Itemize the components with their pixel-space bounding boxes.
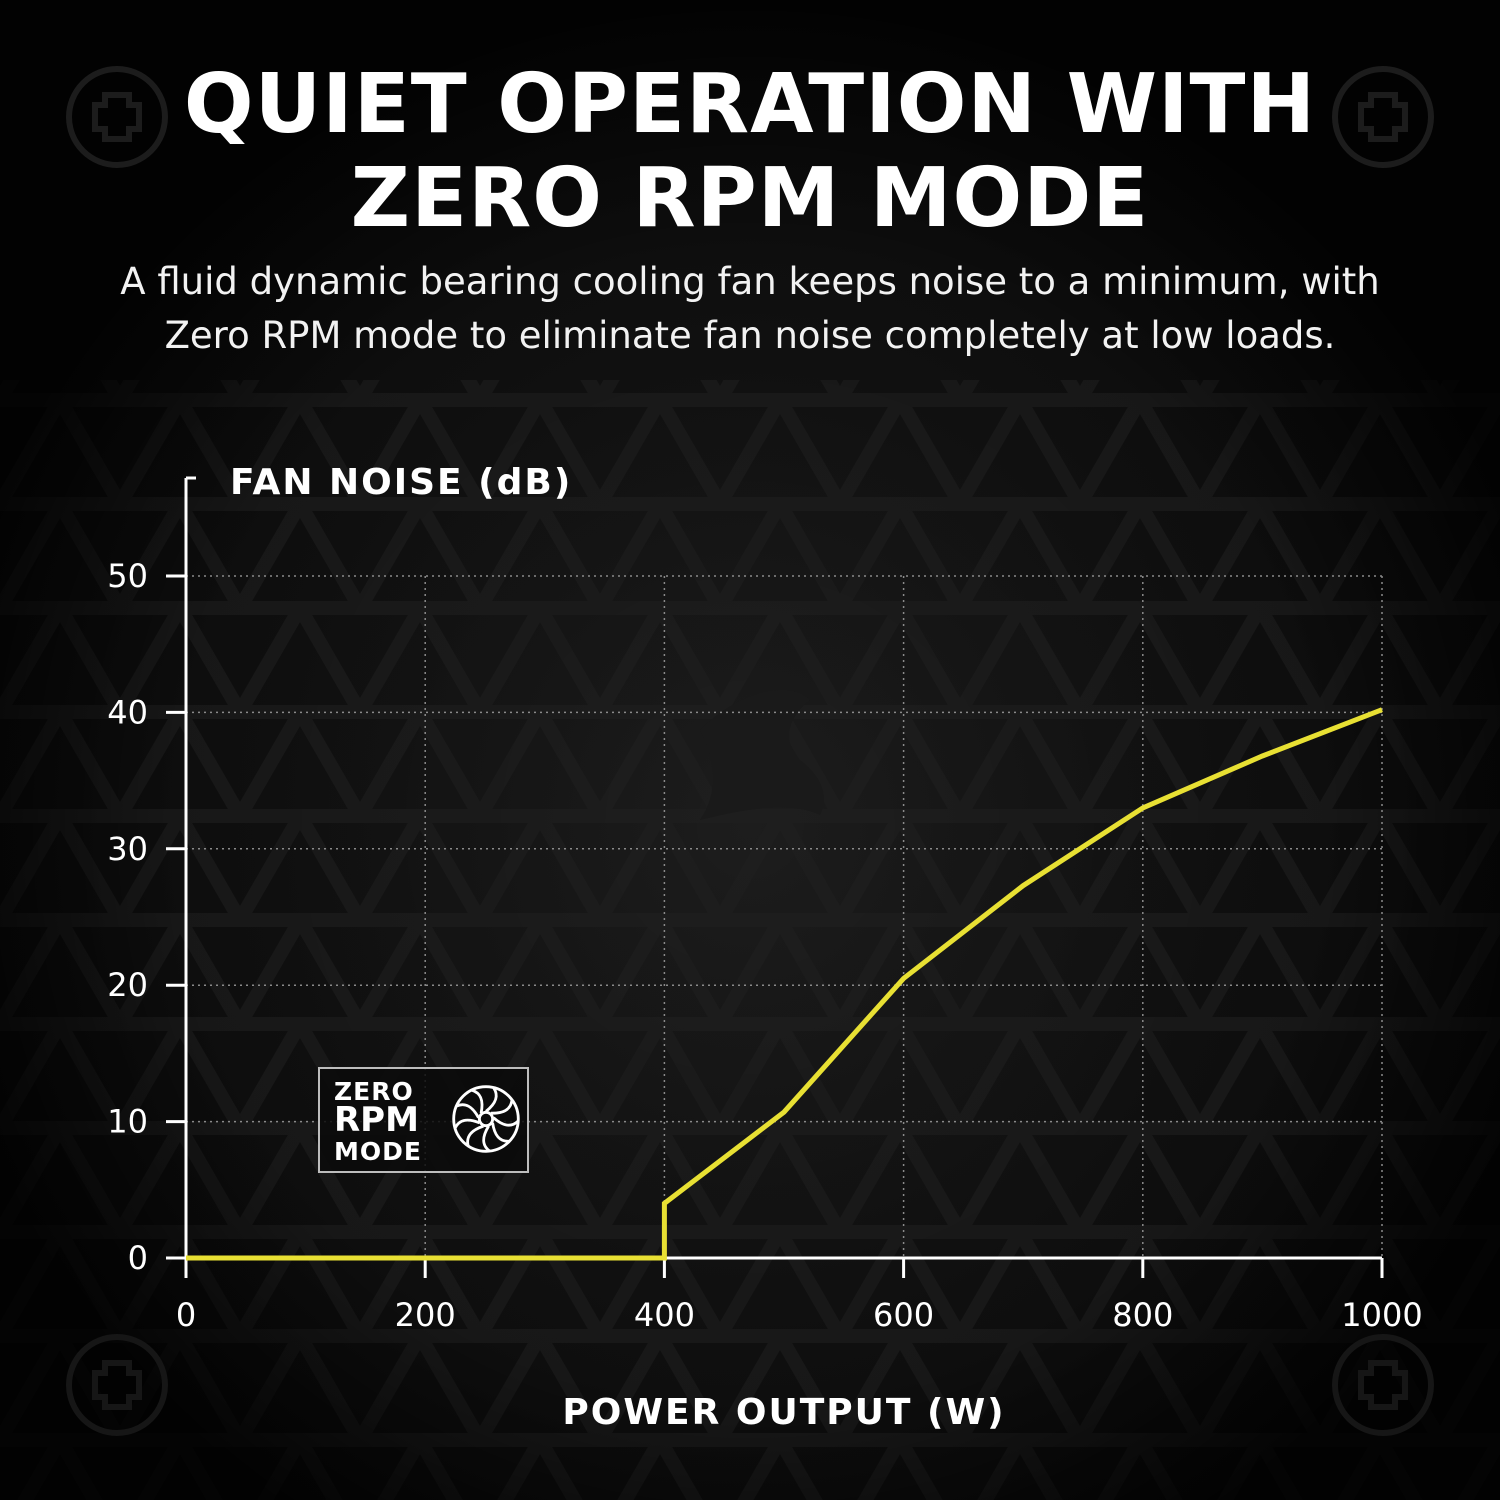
fan-noise-line xyxy=(186,707,1383,1261)
fan-blade xyxy=(455,1103,480,1119)
brand-watermark-icon xyxy=(700,690,824,820)
fan-blade xyxy=(491,1122,510,1143)
y-tick-label: 0 xyxy=(128,1239,148,1277)
x-tick-label: 200 xyxy=(395,1296,456,1334)
subtitle-line-2: Zero RPM mode to eliminate fan noise com… xyxy=(164,314,1336,357)
screw-icon xyxy=(1332,66,1434,168)
y-tick-label: 20 xyxy=(107,966,148,1004)
x-axis-title: POWER OUTPUT (W) xyxy=(562,1392,1005,1433)
y-tick-label: 50 xyxy=(107,557,148,595)
axes xyxy=(166,476,1384,1278)
fan-blade xyxy=(471,1088,484,1114)
fan-icon xyxy=(452,1085,520,1153)
subtitle-line-1: A fluid dynamic bearing cooling fan keep… xyxy=(120,260,1380,303)
y-axis-title: FAN NOISE (dB) xyxy=(230,462,572,503)
tick-labels: 0 10 20 30 40 50 0 200 400 600 800 1000 xyxy=(107,557,1422,1334)
fan-blade xyxy=(485,1086,498,1113)
y-tick-label: 40 xyxy=(107,693,148,731)
headline-line-2: ZERO RPM MODE xyxy=(350,151,1150,246)
fan-blade xyxy=(466,1124,484,1147)
fan-blade xyxy=(482,1125,491,1153)
screw-icon xyxy=(66,1334,168,1436)
x-tick-label: 400 xyxy=(634,1296,695,1334)
badge-line-1: ZERO xyxy=(334,1077,414,1106)
x-tick-label: 600 xyxy=(873,1296,934,1334)
fan-blade xyxy=(492,1116,520,1127)
x-tick-label: 800 xyxy=(1112,1296,1173,1334)
y-tick-label: 30 xyxy=(107,830,148,868)
badge-line-3: MODE xyxy=(334,1137,422,1166)
series xyxy=(185,707,1383,1261)
x-tick-label: 1000 xyxy=(1341,1296,1422,1334)
headline-line-1: QUIET OPERATION WITH xyxy=(183,57,1317,152)
zero-rpm-badge: ZERO RPM MODE xyxy=(318,1067,529,1173)
screw-icon xyxy=(66,66,168,168)
fan-blade xyxy=(490,1099,514,1115)
fan-blade xyxy=(453,1118,480,1129)
badge-line-2: RPM xyxy=(334,1100,419,1140)
screw-icon xyxy=(1332,1334,1434,1436)
x-tick-label: 0 xyxy=(176,1296,196,1334)
y-tick-label: 10 xyxy=(107,1103,148,1141)
